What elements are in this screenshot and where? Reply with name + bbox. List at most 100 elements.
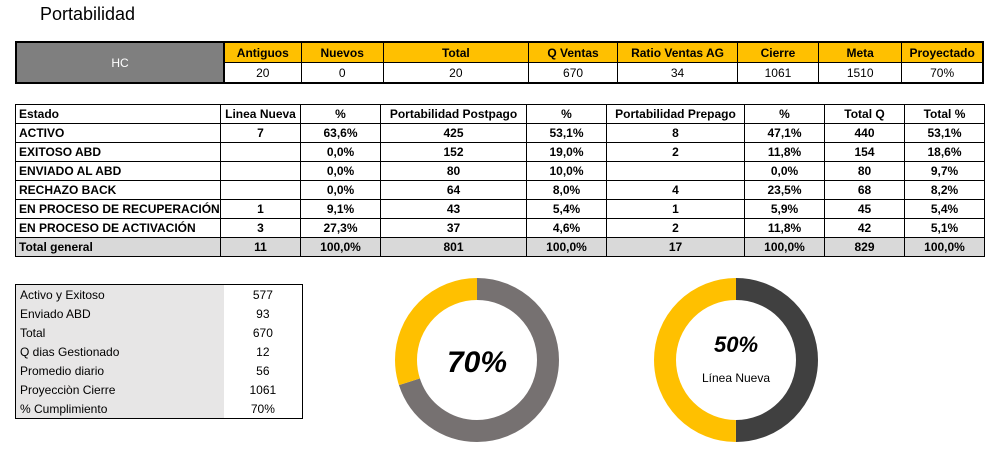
estado-header-row-cell: % [744, 104, 825, 124]
summary-value[interactable]: 577 [223, 284, 303, 304]
estado-header-row-cell: Total % [904, 104, 985, 124]
table-row-cell[interactable]: 68 [824, 180, 905, 200]
estado-total-row-cell[interactable]: Total general [15, 237, 221, 257]
summary-value[interactable]: 56 [223, 361, 303, 380]
summary-label: Activo y Exitoso [15, 284, 224, 304]
hc-value-q-ventas[interactable]: 670 [527, 62, 619, 84]
summary-value[interactable]: 1061 [223, 380, 303, 399]
table-row-cell[interactable]: 2 [606, 218, 745, 238]
hc-value-proyectado[interactable]: 70% [901, 62, 984, 84]
table-row-cell[interactable]: EN PROCESO DE ACTIVACIÓN [15, 218, 221, 238]
estado-total-row-cell[interactable]: 100,0% [300, 237, 381, 257]
summary-value[interactable]: 70% [223, 399, 303, 419]
table-row-cell[interactable]: 425 [380, 123, 527, 143]
hc-value-total[interactable]: 20 [382, 62, 529, 84]
table-row-cell[interactable]: 47,1% [744, 123, 825, 143]
hc-value-ratio-ventas[interactable]: 34 [617, 62, 738, 84]
hc-header-cierre: Cierre [736, 41, 820, 63]
hc-header-meta: Meta [818, 41, 903, 63]
table-row: ACTIVO 7 63,6% 425 53,1% 8 47,1% 440 53,1% [15, 123, 985, 143]
table-row-cell[interactable]: ACTIVO [15, 123, 221, 143]
summary-value[interactable]: 670 [223, 323, 303, 342]
summary-value[interactable]: 93 [223, 304, 303, 323]
table-row-cell[interactable]: 8,0% [526, 180, 607, 200]
summary-row: Proyecciòn Cierre 1061 [15, 380, 303, 399]
table-row-cell[interactable]: 0,0% [744, 161, 825, 181]
table-row-cell[interactable]: 7 [220, 123, 301, 143]
table-row-cell[interactable]: 53,1% [526, 123, 607, 143]
table-row-cell[interactable]: 5,1% [904, 218, 985, 238]
estado-total-row-cell[interactable]: 100,0% [744, 237, 825, 257]
table-row-cell[interactable]: 3 [220, 218, 301, 238]
hc-value-antiguos[interactable]: 20 [223, 62, 302, 84]
table-row-cell[interactable]: 1 [220, 199, 301, 219]
table-row-cell[interactable]: 18,6% [904, 142, 985, 162]
table-row-cell[interactable]: 0,0% [300, 142, 381, 162]
table-row-cell[interactable]: 19,0% [526, 142, 607, 162]
table-row-cell[interactable]: 5,9% [744, 199, 825, 219]
table-row-cell[interactable]: EN PROCESO DE RECUPERACIÓN [15, 199, 221, 219]
hc-value-nuevos[interactable]: 0 [300, 62, 384, 84]
table-row-cell[interactable]: 152 [380, 142, 527, 162]
table-row-cell[interactable] [220, 161, 301, 181]
table-row: EN PROCESO DE RECUPERACIÓN 1 9,1% 43 5,4% 1 5,… [15, 199, 985, 219]
table-row-cell[interactable]: 8 [606, 123, 745, 143]
table-row-cell[interactable]: 8,2% [904, 180, 985, 200]
table-row-cell[interactable]: 53,1% [904, 123, 985, 143]
table-row-cell[interactable]: 45 [824, 199, 905, 219]
table-row-cell[interactable]: 5,4% [904, 199, 985, 219]
table-row-cell[interactable]: 9,1% [300, 199, 381, 219]
table-row-cell[interactable]: 63,6% [300, 123, 381, 143]
summary-value[interactable]: 12 [223, 342, 303, 361]
table-row-cell[interactable]: 9,7% [904, 161, 985, 181]
table-row-cell[interactable]: 80 [824, 161, 905, 181]
table-row-cell[interactable]: 64 [380, 180, 527, 200]
estado-total-row-cell[interactable]: 17 [606, 237, 745, 257]
donut2-remaining-arc [654, 278, 818, 442]
estado-total-row: Total general 11 100,0% 801 100,0% 17 100,0% 82… [15, 237, 985, 257]
hc-header-antiguos: Antiguos [223, 41, 302, 63]
table-row-cell[interactable]: 80 [380, 161, 527, 181]
estado-total-row-cell[interactable]: 100,0% [526, 237, 607, 257]
table-row-cell[interactable]: 23,5% [744, 180, 825, 200]
table-row-cell[interactable]: 0,0% [300, 161, 381, 181]
proyectado-donut-chart: 70% [395, 278, 559, 442]
table-row-cell[interactable]: 37 [380, 218, 527, 238]
table-row-cell[interactable]: 11,8% [744, 142, 825, 162]
hc-header-proyectado: Proyectado [901, 41, 984, 63]
table-row-cell[interactable]: ENVIADO AL ABD [15, 161, 221, 181]
table-row-cell[interactable]: 11,8% [744, 218, 825, 238]
estado-total-row-cell[interactable]: 11 [220, 237, 301, 257]
table-row-cell[interactable]: 1 [606, 199, 745, 219]
table-row-cell[interactable]: 4 [606, 180, 745, 200]
table-row-cell[interactable]: 10,0% [526, 161, 607, 181]
table-row-cell[interactable]: 4,6% [526, 218, 607, 238]
estado-header-row-cell: Portabilidad Postpago [380, 104, 527, 124]
estado-total-row-cell[interactable]: 829 [824, 237, 905, 257]
donut1-center-label: 70% [447, 346, 507, 379]
table-row-cell[interactable]: 2 [606, 142, 745, 162]
summary-label: Total [15, 323, 224, 342]
hc-label-cell: HC [15, 41, 225, 84]
table-row-cell[interactable]: RECHAZO BACK [15, 180, 221, 200]
table-row-cell[interactable] [220, 180, 301, 200]
table-row-cell[interactable]: 154 [824, 142, 905, 162]
table-row-cell[interactable]: EXITOSO ABD [15, 142, 221, 162]
table-row-cell[interactable]: 43 [380, 199, 527, 219]
estado-total-row-cell[interactable]: 801 [380, 237, 527, 257]
summary-label: Promedio diario [15, 361, 224, 380]
hc-value-cierre[interactable]: 1061 [736, 62, 820, 84]
table-row-cell[interactable] [606, 161, 745, 181]
table-row-cell[interactable]: 27,3% [300, 218, 381, 238]
page-title: Portabilidad [40, 4, 136, 24]
hc-value-meta[interactable]: 1510 [818, 62, 903, 84]
estado-header-row-cell: Linea Nueva [220, 104, 301, 124]
table-row-cell[interactable]: 42 [824, 218, 905, 238]
estado-total-row-cell[interactable]: 100,0% [904, 237, 985, 257]
summary-label: Q dias Gestionado [15, 342, 224, 361]
table-row-cell[interactable] [220, 142, 301, 162]
table-row-cell[interactable]: 5,4% [526, 199, 607, 219]
estado-header-row-cell: % [300, 104, 381, 124]
table-row-cell[interactable]: 0,0% [300, 180, 381, 200]
table-row-cell[interactable]: 440 [824, 123, 905, 143]
